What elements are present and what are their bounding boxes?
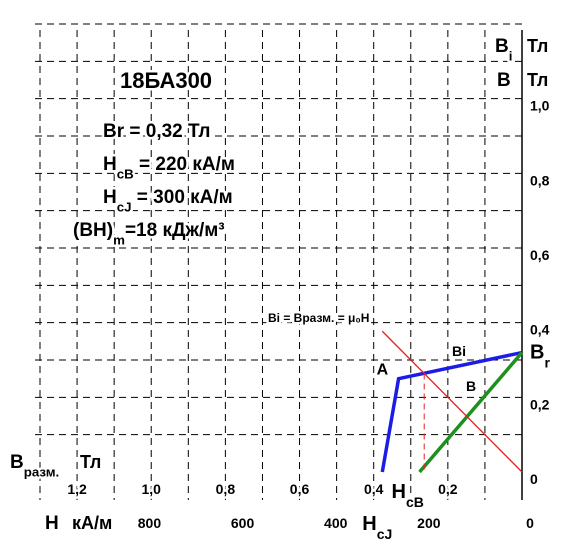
param-part: cJ (117, 200, 132, 215)
y-axis-label: Bi (495, 36, 512, 64)
x2-axis-label-part: B (10, 452, 24, 473)
series-label: Bi (452, 343, 466, 359)
hcj-label-part: cJ (377, 526, 393, 542)
x2-tick-label: 1,0 (141, 481, 161, 497)
param-part: (BH) (73, 220, 113, 241)
param: HcB = 220 кА/м (103, 154, 235, 182)
y-axis-label-part: i (509, 49, 513, 64)
chart-title: 18БА300 (120, 68, 212, 93)
x-tick-label: 200 (417, 515, 441, 531)
x-tick-label: 800 (138, 515, 162, 531)
y-tick-label: 0 (530, 471, 538, 487)
param-part: cB (117, 167, 134, 182)
param-part: =18 кДж/м³ (125, 220, 225, 241)
x2-tick-label: 0,8 (216, 481, 236, 497)
param-part: = 300 кА/м (132, 187, 233, 208)
x-tick-label: 0 (526, 515, 534, 531)
x2-tick-label: 0,4 (364, 481, 384, 497)
x2-axis-unit: Тл (80, 452, 101, 472)
y-tick-label: 1,0 (530, 98, 550, 114)
series-label: B (466, 378, 476, 394)
x2-tick-label: 0,6 (290, 481, 310, 497)
y-axis-label-part: B (497, 70, 511, 91)
series-line (381, 330, 523, 473)
param: (BH)m=18 кДж/м³ (73, 220, 225, 248)
series-label: Bi = Bразм. = μ₀H (268, 311, 369, 325)
param: HcJ = 300 кА/м (103, 187, 233, 215)
x-tick-label: 600 (231, 515, 255, 531)
hcb-label: HcB (392, 481, 424, 510)
param-part: = 220 кА/м (134, 154, 235, 175)
br-label-part: B (530, 342, 544, 364)
series-line (380, 350, 523, 473)
hcj-label-part: H (362, 513, 376, 535)
br-label: Br (530, 342, 550, 371)
br-label-part: r (544, 355, 550, 371)
hcb-label-part: H (392, 481, 406, 503)
x-tick-label: 400 (324, 515, 348, 531)
x2-axis-label: Bразм. (10, 452, 59, 480)
hcb-label-part: cB (406, 494, 424, 510)
series-line (418, 351, 524, 474)
y-tick-label: 0,6 (530, 247, 550, 263)
y-axis-label-part: B (495, 36, 509, 57)
x-axis-unit: кА/м (72, 513, 112, 533)
x2-tick-label: 1,2 (67, 481, 87, 497)
y-tick-label: 0,8 (530, 172, 550, 188)
param-part: m (113, 233, 125, 248)
param-part: H (103, 187, 117, 208)
y-tick-label: 0,4 (530, 322, 550, 338)
param-part: H (103, 154, 117, 175)
x2-tick-label: 0,2 (438, 481, 458, 497)
param-part: Br = 0,32 Тл (103, 121, 211, 142)
y-axis-unit: Тл (527, 36, 548, 56)
param: Br = 0,32 Тл (103, 121, 211, 142)
y-axis-unit: Тл (527, 70, 548, 90)
x-axis-label: H (45, 513, 59, 534)
hcj-label: HcJ (362, 513, 392, 542)
x2-axis-label-part: разм. (24, 465, 60, 480)
point-label: A (377, 362, 389, 379)
y-tick-label: 0,2 (530, 396, 550, 412)
y-axis-label: B (497, 70, 511, 91)
